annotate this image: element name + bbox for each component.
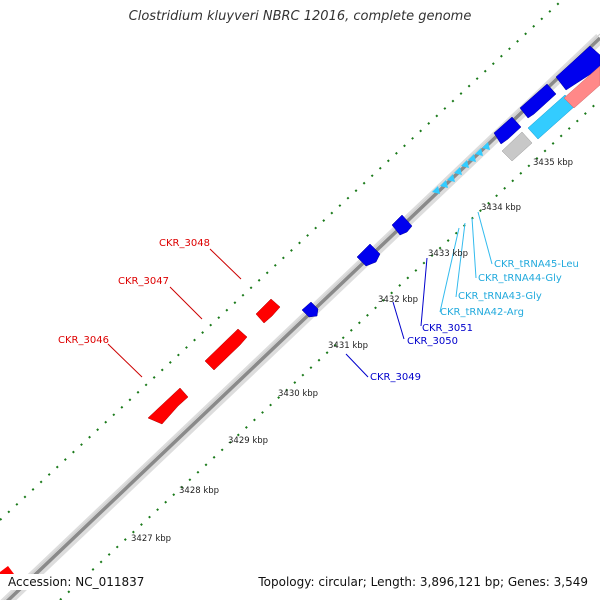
label-ckr-3048[interactable]: CKR_3048: [159, 238, 210, 249]
kbp-label: 3435 kbp: [533, 158, 573, 168]
label-trna-42[interactable]: CKR_tRNA42-Arg: [440, 307, 524, 318]
gene-blue-2[interactable]: [519, 83, 557, 119]
trna-49[interactable]: [482, 142, 490, 150]
rna-features: [432, 65, 600, 194]
gene-blue-1[interactable]: [493, 116, 522, 145]
kbp-scale: 3427 kbp 3428 kbp 3429 kbp 3430 kbp 3431…: [131, 158, 573, 544]
gene-ckr-3050[interactable]: [356, 243, 381, 267]
label-trna-44[interactable]: CKR_tRNA44-Gly: [478, 273, 562, 284]
forward-strand-genes: [0, 298, 281, 586]
label-ckr-3050[interactable]: CKR_3050: [407, 336, 458, 347]
kbp-label: 3433 kbp: [428, 249, 468, 259]
feature-rrna-bar[interactable]: [563, 65, 600, 109]
label-trna-45[interactable]: CKR_tRNA45-Leu: [494, 259, 579, 270]
gene-ckr-3051[interactable]: [391, 214, 413, 236]
kbp-label: 3432 kbp: [378, 295, 418, 305]
kbp-label: 3428 kbp: [179, 486, 219, 496]
genome-summary: Topology: circular; Length: 3,896,121 bp…: [256, 574, 590, 590]
gene-ckr-3048[interactable]: [255, 298, 281, 324]
outer-tick-ring: [0, 0, 564, 521]
map-title: Clostridium kluyveri NBRC 12016, complet…: [128, 9, 472, 24]
label-ckr-3046[interactable]: CKR_3046: [58, 335, 109, 346]
label-ckr-3049[interactable]: CKR_3049: [370, 372, 421, 383]
accession-label: Accession: NC_011837: [0, 574, 147, 590]
leader-lines: [107, 211, 493, 378]
trna-46[interactable]: [461, 160, 469, 168]
gene-labels: CKR_3046 CKR_3047 CKR_3048 CKR_3049 CKR_…: [58, 238, 579, 383]
gene-ckr-3047[interactable]: [204, 328, 248, 371]
gene-blue-3[interactable]: [555, 45, 600, 91]
kbp-label: 3431 kbp: [328, 341, 368, 351]
inner-tick-ring: [59, 99, 600, 600]
gene-ckr-3046[interactable]: [147, 387, 189, 425]
label-ckr-3047[interactable]: CKR_3047: [118, 276, 169, 287]
kbp-label: 3427 kbp: [131, 534, 171, 544]
trna-45[interactable]: [454, 167, 462, 175]
kbp-label: 3430 kbp: [278, 389, 318, 399]
label-trna-43[interactable]: CKR_tRNA43-Gly: [458, 291, 542, 302]
trna-48[interactable]: [475, 148, 483, 156]
trna-42[interactable]: [432, 186, 440, 194]
trna-44[interactable]: [447, 174, 455, 182]
trna-47[interactable]: [468, 154, 476, 162]
kbp-label: 3434 kbp: [481, 203, 521, 213]
gene-ckr-3049[interactable]: [301, 301, 319, 318]
kbp-label: 3429 kbp: [228, 436, 268, 446]
trna-43[interactable]: [440, 180, 448, 188]
label-ckr-3051[interactable]: CKR_3051: [422, 323, 473, 334]
feature-gray[interactable]: [501, 131, 533, 162]
